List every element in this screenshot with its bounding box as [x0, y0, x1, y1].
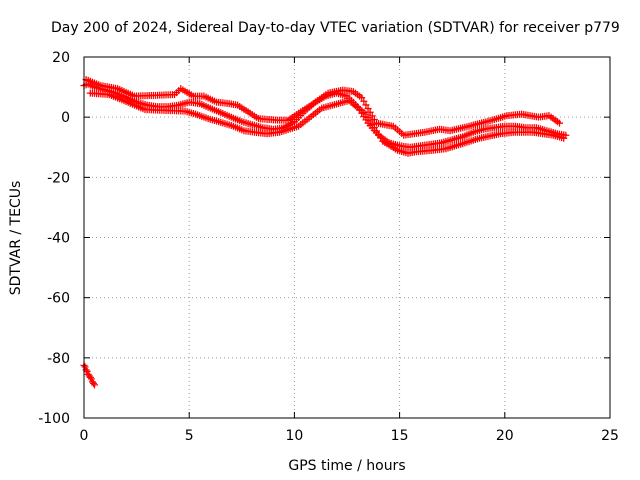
x-tick-label: 20 [496, 428, 514, 444]
data-point [560, 134, 568, 142]
chart-title: Day 200 of 2024, Sidereal Day-to-day VTE… [51, 20, 620, 36]
data-point [360, 97, 368, 105]
x-tick-label: 10 [285, 428, 303, 444]
data-point [89, 379, 97, 387]
y-tick-label: -60 [47, 291, 70, 307]
data-point [83, 367, 91, 375]
data-point [366, 108, 374, 116]
data-point [556, 119, 564, 127]
x-tick-label: 0 [80, 428, 89, 444]
x-tick-label: 15 [391, 428, 409, 444]
x-tick-label: 5 [185, 428, 194, 444]
data-point [91, 381, 99, 389]
y-tick-label: 20 [52, 50, 70, 66]
data-point [370, 116, 378, 124]
grid [84, 57, 610, 418]
y-tick-label: -100 [38, 411, 70, 427]
series-outlier-cluster [80, 361, 99, 389]
y-tick-label: -20 [47, 170, 70, 186]
axis-ticks [83, 56, 611, 419]
x-axis-label: GPS time / hours [288, 458, 405, 474]
data-point [87, 375, 95, 383]
data-point [364, 105, 372, 113]
x-tick-label: 25 [601, 428, 619, 444]
data-points [80, 76, 570, 389]
data-point [358, 94, 366, 102]
tick-labels: 0 5 10 15 20 25 20 0 -20 -40 -60 -80 -100 [38, 50, 619, 444]
data-point [81, 363, 89, 371]
data-point [362, 101, 370, 109]
data-point [86, 373, 94, 381]
y-tick-label: -80 [47, 351, 70, 367]
plot-frame [83, 56, 611, 419]
y-axis-label: SDTVAR / TECUs [8, 181, 24, 296]
series-spread-below [86, 89, 568, 157]
y-tick-label: -40 [47, 231, 70, 247]
data-point [368, 112, 376, 120]
series-spread-above [82, 76, 564, 139]
y-tick-label: 0 [61, 110, 70, 126]
